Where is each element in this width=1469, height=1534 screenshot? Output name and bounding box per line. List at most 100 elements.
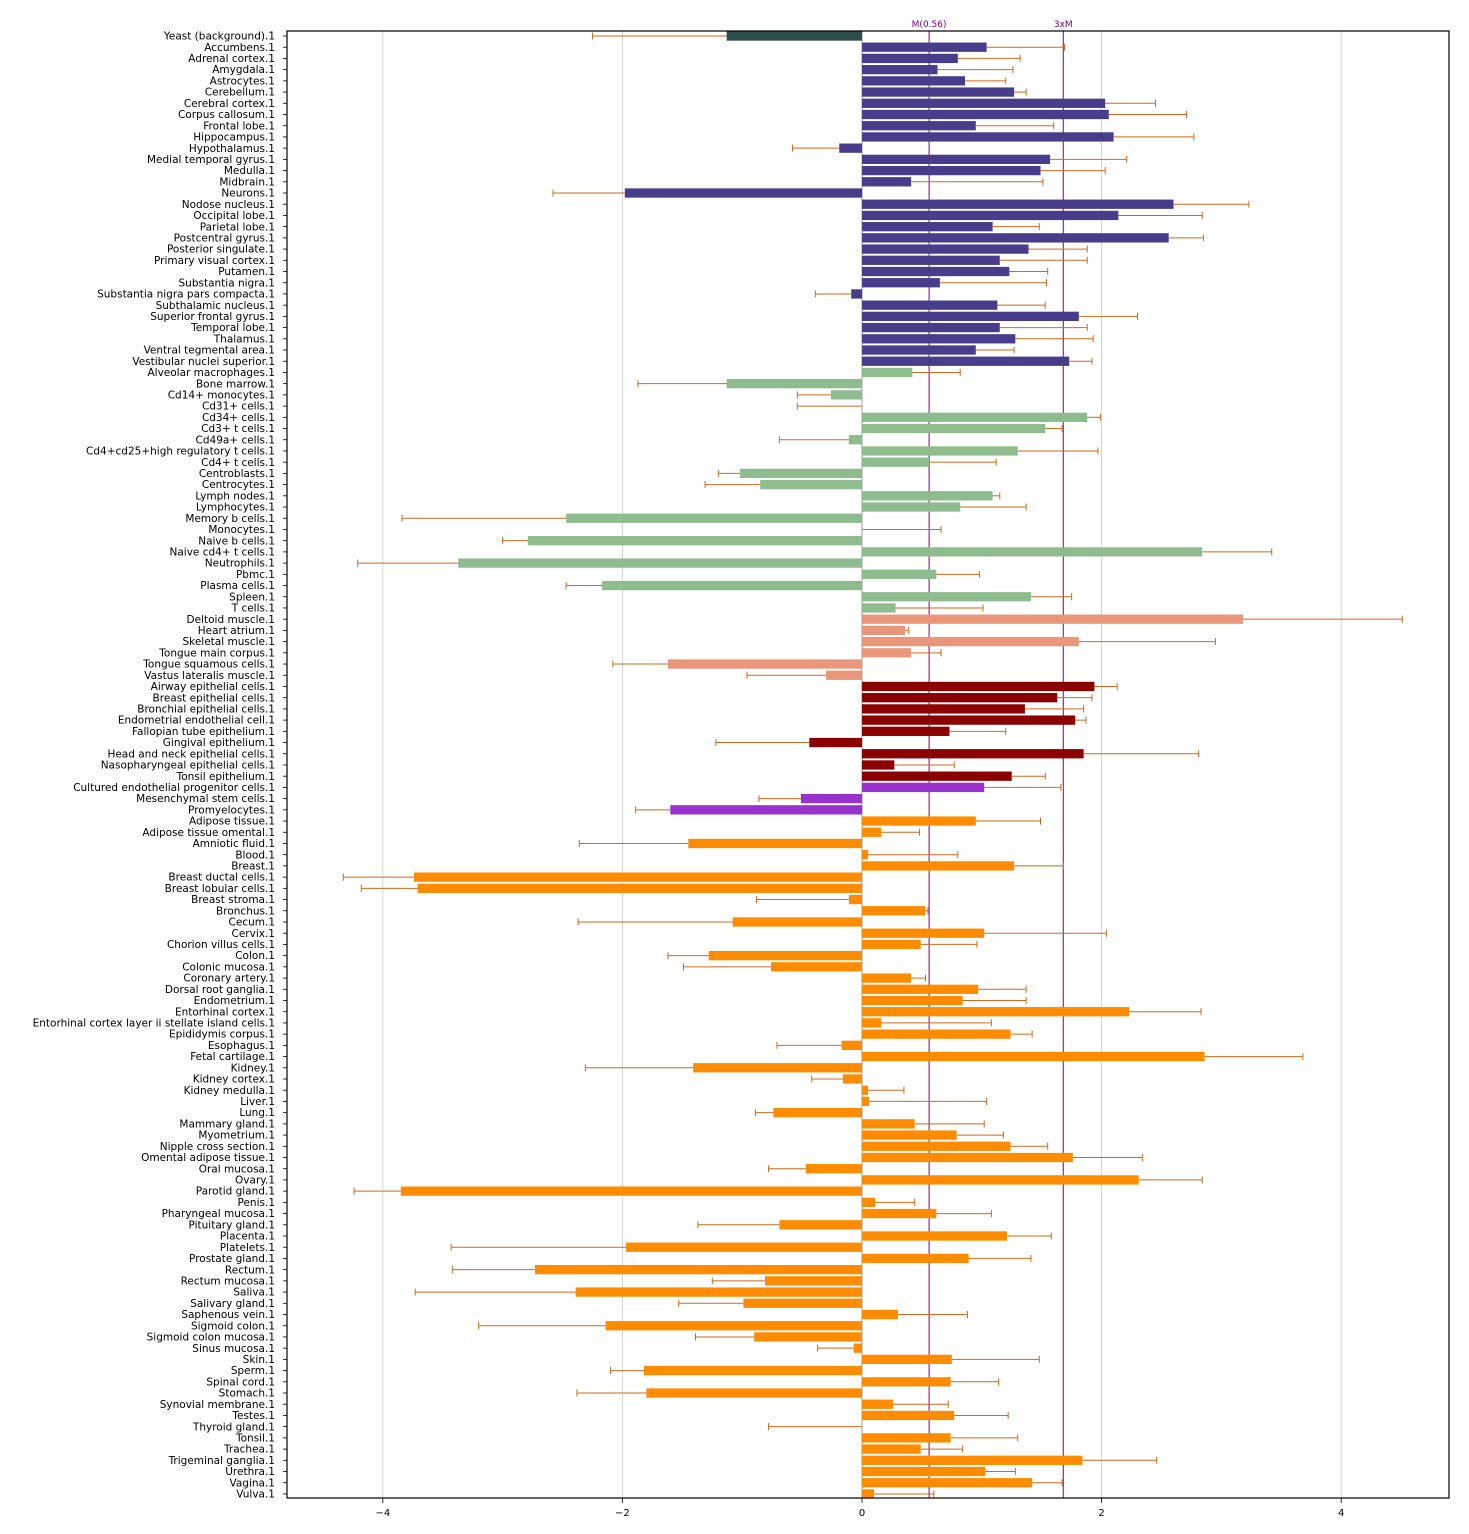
bar [862, 121, 976, 131]
reference-line-label: M(0.56) [912, 20, 947, 30]
bar [862, 1478, 1033, 1488]
category-label: Kidney.1 [231, 1062, 275, 1074]
bar [862, 1231, 1007, 1241]
bar [830, 390, 863, 400]
bar [862, 199, 1174, 209]
category-label: Sinus mucosa.1 [192, 1343, 275, 1355]
x-tick-label: −4 [375, 1508, 390, 1519]
bar [862, 995, 963, 1006]
category-label: Bronchial epithelial cells.1 [137, 704, 275, 716]
category-label: Corpus callosum.1 [178, 109, 275, 121]
category-label: Sigmoid colon mucosa.1 [147, 1332, 275, 1344]
bar [862, 1141, 1011, 1151]
category-label: Skeletal muscle.1 [182, 636, 275, 648]
category-label: Epididymis corpus.1 [169, 1029, 275, 1041]
bar [862, 1489, 874, 1499]
category-label: Rectum.1 [225, 1264, 275, 1276]
category-label: Parotid gland.1 [196, 1186, 275, 1198]
category-label: Dorsal root ganglia.1 [165, 984, 275, 996]
category-label: Breast.1 [231, 861, 275, 873]
bar [417, 883, 863, 893]
bar [624, 188, 863, 198]
category-label: Alveolar macrophages.1 [147, 367, 275, 379]
category-label: Astrocytes.1 [210, 75, 275, 87]
bar [862, 1152, 1073, 1163]
category-label: Memory b cells.1 [185, 513, 275, 525]
category-label: Cd49a+ cells.1 [196, 434, 275, 446]
category-label: Putamen.1 [218, 266, 275, 278]
category-label: Urethra.1 [225, 1466, 275, 1478]
bar [862, 1309, 898, 1320]
bar [862, 827, 882, 837]
category-label: Colonic mucosa.1 [182, 961, 275, 973]
category-label: Centroblasts.1 [199, 468, 275, 480]
category-label: Promyelocytes.1 [188, 804, 275, 816]
bar [708, 950, 863, 961]
bar [770, 962, 863, 972]
category-label: Saphenous vein.1 [181, 1309, 275, 1321]
bar [458, 558, 863, 568]
category-label: Penis.1 [238, 1197, 275, 1209]
bar [862, 1399, 894, 1409]
bar [862, 311, 1079, 322]
category-label: Cecum.1 [229, 917, 275, 929]
bar [732, 917, 863, 927]
bar [862, 760, 895, 770]
bar [862, 939, 921, 950]
bar [862, 502, 961, 512]
category-label: Cd4+ t cells.1 [201, 457, 275, 469]
category-label: Salivary gland.1 [190, 1298, 275, 1310]
category-label: Nipple cross section.1 [160, 1141, 275, 1153]
category-label: Breast ductal cells.1 [168, 872, 275, 884]
category-label: Hippocampus.1 [193, 132, 275, 144]
category-label: Substantia nigra.1 [179, 277, 275, 289]
category-label: Vestibular nuclei superior.1 [132, 356, 275, 368]
bar [754, 1332, 863, 1342]
category-label: Bone marrow.1 [196, 378, 275, 390]
bar [862, 233, 1169, 243]
category-label: Postcentral gyrus.1 [174, 232, 275, 244]
category-label: T cells.1 [231, 603, 275, 615]
bar [862, 412, 1088, 422]
bar [862, 984, 979, 994]
category-label: Trigeminal ganglia.1 [168, 1455, 275, 1467]
bar [862, 334, 1016, 344]
category-label: Cd14+ monocytes.1 [168, 389, 275, 401]
category-label: Frontal lobe.1 [203, 120, 275, 132]
grid-lines [382, 31, 1342, 1498]
bar [670, 805, 863, 815]
bar [862, 1051, 1205, 1062]
category-label: Fetal cartilage.1 [190, 1051, 275, 1063]
bar [841, 1040, 863, 1050]
bar [862, 906, 926, 916]
x-tick-label: −2 [615, 1508, 630, 1519]
category-label: Adipose tissue.1 [189, 816, 275, 828]
bar [693, 1063, 863, 1073]
bar [862, 1096, 870, 1107]
bar [862, 210, 1119, 221]
bar [566, 513, 863, 523]
bar [862, 625, 906, 636]
category-label: Medulla.1 [224, 165, 275, 177]
category-label: Breast epithelial cells.1 [153, 692, 275, 704]
category-label: Monocytes.1 [208, 524, 275, 536]
category-label: Oral mucosa.1 [199, 1163, 275, 1175]
category-label: Pbmc.1 [236, 569, 275, 581]
category-label: Synovial membrane.1 [160, 1399, 275, 1411]
bar [726, 31, 863, 41]
bar [862, 1197, 876, 1208]
category-label: Kidney medulla.1 [184, 1085, 275, 1097]
bar [605, 1321, 863, 1331]
bar [862, 53, 958, 64]
bar [862, 861, 1015, 871]
bar [809, 737, 863, 748]
bar [862, 457, 930, 467]
bar [862, 1119, 915, 1129]
category-label: Cerebellum.1 [205, 87, 275, 99]
bar [862, 300, 998, 310]
category-label: Vulva.1 [236, 1489, 275, 1501]
bar [862, 928, 985, 938]
category-label: Testes.1 [231, 1410, 275, 1422]
